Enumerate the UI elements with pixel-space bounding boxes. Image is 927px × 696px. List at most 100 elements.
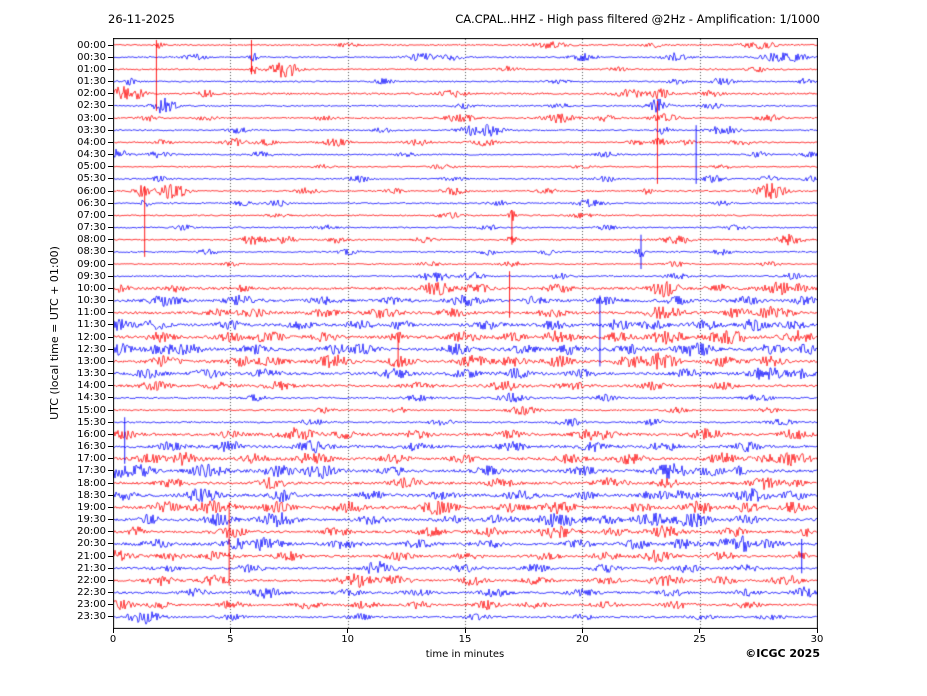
y-tick-label: 13:30 [77,368,106,380]
y-tick-label: 07:00 [77,209,106,221]
y-tick-mark [108,446,113,448]
y-tick-label: 20:30 [77,538,106,550]
x-tick-label: 30 [810,634,824,645]
y-tick-mark [108,154,113,156]
y-tick-label: 22:30 [77,587,106,599]
y-tick-label: 15:00 [77,404,106,416]
y-tick-mark [108,421,113,423]
y-tick-mark [108,105,113,107]
y-tick-label: 07:30 [77,222,106,234]
y-tick-mark [108,360,113,362]
y-tick-mark [108,458,113,460]
y-tick-label: 15:30 [77,416,106,428]
y-axis-label: UTC (local time = UTC + 01:00) [48,246,61,420]
y-tick-label: 17:30 [77,465,106,477]
y-tick-mark [108,385,113,387]
plot-title: CA.CPAL..HHZ - High pass filtered @2Hz -… [455,12,820,26]
y-tick-mark [108,287,113,289]
y-tick-label: 04:00 [77,136,106,148]
y-tick-label: 11:30 [77,319,106,331]
y-tick-label: 18:30 [77,489,106,501]
y-tick-label: 06:30 [77,197,106,209]
y-tick-label: 10:30 [77,295,106,307]
y-tick-mark [108,336,113,338]
y-tick-label: 02:30 [77,100,106,112]
y-tick-label: 09:00 [77,258,106,270]
y-tick-mark [108,494,113,496]
y-tick-label: 23:00 [77,599,106,611]
x-tick-label: 25 [693,634,707,645]
x-tick-label: 15 [458,634,472,645]
y-tick-mark [108,409,113,411]
y-tick-mark [108,68,113,70]
y-tick-label: 00:30 [77,51,106,63]
y-tick-mark [108,567,113,569]
y-tick-label: 00:00 [77,39,106,51]
y-tick-mark [108,56,113,58]
x-tick-mark [816,629,818,633]
y-tick-label: 14:00 [77,380,106,392]
y-tick-mark [108,214,113,216]
y-tick-mark [108,579,113,581]
y-tick-mark [108,202,113,204]
y-tick-label: 14:30 [77,392,106,404]
y-tick-label: 09:30 [77,270,106,282]
y-tick-label: 03:30 [77,124,106,136]
y-tick-label: 13:00 [77,355,106,367]
plot-date: 26-11-2025 [108,12,175,26]
y-tick-mark [108,300,113,302]
y-tick-label: 03:00 [77,112,106,124]
y-tick-mark [108,81,113,82]
y-tick-label: 01:00 [77,63,106,75]
y-tick-mark [108,531,113,533]
y-tick-label: 21:00 [77,550,106,562]
y-tick-label: 19:30 [77,514,106,526]
x-tick-label: 5 [227,634,234,645]
seismogram-canvas [113,38,818,629]
y-tick-mark [108,93,113,95]
y-tick-mark [108,324,113,326]
plot-area [113,38,818,629]
y-tick-label: 05:30 [77,173,106,185]
y-tick-label: 12:00 [77,331,106,343]
y-tick-mark [108,251,113,253]
x-axis-label: time in minutes [425,649,505,660]
y-tick-mark [108,178,113,180]
y-tick-label: 18:00 [77,477,106,489]
y-tick-mark [108,263,113,265]
y-tick-label: 19:00 [77,501,106,513]
y-tick-mark [108,190,113,192]
y-tick-mark [108,275,113,277]
y-tick-mark [108,397,113,399]
y-tick-mark [108,433,113,435]
y-tick-mark [108,373,113,375]
y-tick-label: 04:30 [77,149,106,161]
y-tick-mark [108,470,113,472]
y-tick-mark [108,616,113,618]
x-tick-mark [347,629,349,633]
x-tick-mark [699,629,701,633]
y-tick-mark [108,141,113,143]
y-tick-label: 23:30 [77,611,106,623]
y-tick-label: 17:00 [77,453,106,465]
y-tick-mark [108,166,113,168]
y-tick-label: 11:00 [77,307,106,319]
y-tick-mark [108,604,113,606]
y-tick-label: 12:30 [77,343,106,355]
y-tick-label: 08:30 [77,246,106,258]
y-tick-label: 08:00 [77,234,106,246]
y-tick-label: 10:00 [77,282,106,294]
y-tick-mark [108,348,113,350]
y-tick-mark [108,506,113,508]
y-tick-mark [108,227,113,229]
x-tick-mark [581,629,583,633]
y-tick-label: 02:00 [77,88,106,100]
y-tick-label: 16:30 [77,441,106,453]
y-tick-mark [108,592,113,594]
y-tick-mark [108,129,113,131]
y-tick-mark [108,239,113,241]
x-tick-mark [464,629,466,633]
copyright-credit: ©ICGC 2025 [745,647,820,660]
x-tick-label: 10 [341,634,355,645]
